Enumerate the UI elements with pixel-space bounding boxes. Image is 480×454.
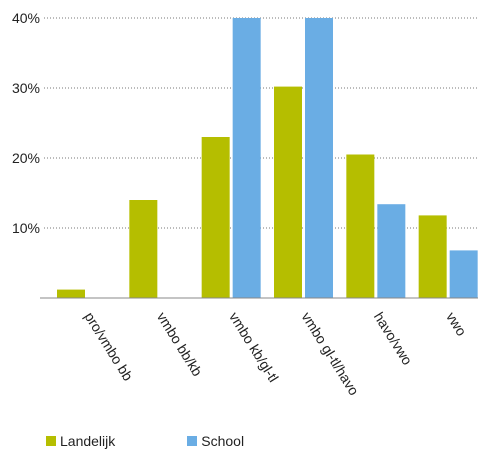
bar-landelijk [57, 289, 85, 298]
category-label: vwo [443, 309, 470, 339]
y-tick-label: 30% [12, 80, 40, 96]
bar-landelijk [201, 137, 230, 298]
category-labels: pro/vmbo bb vmbo bb/kb vmbo kb/gl-tl vmbo g… [81, 309, 470, 398]
category-label: pro/vmbo bb [81, 309, 136, 384]
category-label: vmbo gl-tl/havo [298, 309, 362, 398]
y-tick-label: 10% [12, 220, 40, 236]
legend-label-school: School [201, 433, 245, 449]
legend: Landelijk School [46, 433, 316, 449]
legend-label-landelijk: Landelijk [60, 433, 116, 449]
bar-landelijk [274, 86, 302, 298]
bars [57, 18, 478, 298]
legend-item-landelijk: Landelijk [46, 433, 115, 449]
bar-landelijk [418, 215, 447, 298]
category-label: havo/vwo [371, 309, 416, 368]
y-axis-ticks: 10% 20% 30% 40% [12, 10, 40, 236]
bar-school [305, 18, 333, 298]
legend-swatch-school [187, 436, 198, 446]
legend-item-school: School [187, 433, 244, 449]
bar-landelijk [346, 154, 375, 298]
legend-swatch-landelijk [46, 436, 56, 446]
bar-school [449, 250, 478, 298]
category-label: vmbo kb/gl-tl [226, 309, 282, 385]
bar-school [377, 204, 406, 298]
bar-chart: 10% 20% 30% 40% pro/vmbo bb vmbo bb/kb vmbo k… [12, 10, 478, 398]
bar-landelijk [129, 200, 158, 298]
gridlines [44, 17, 478, 229]
bar-school [232, 18, 261, 298]
category-label: vmbo bb/kb [154, 309, 206, 379]
y-tick-label: 20% [12, 150, 40, 166]
y-tick-label: 40% [12, 10, 40, 26]
